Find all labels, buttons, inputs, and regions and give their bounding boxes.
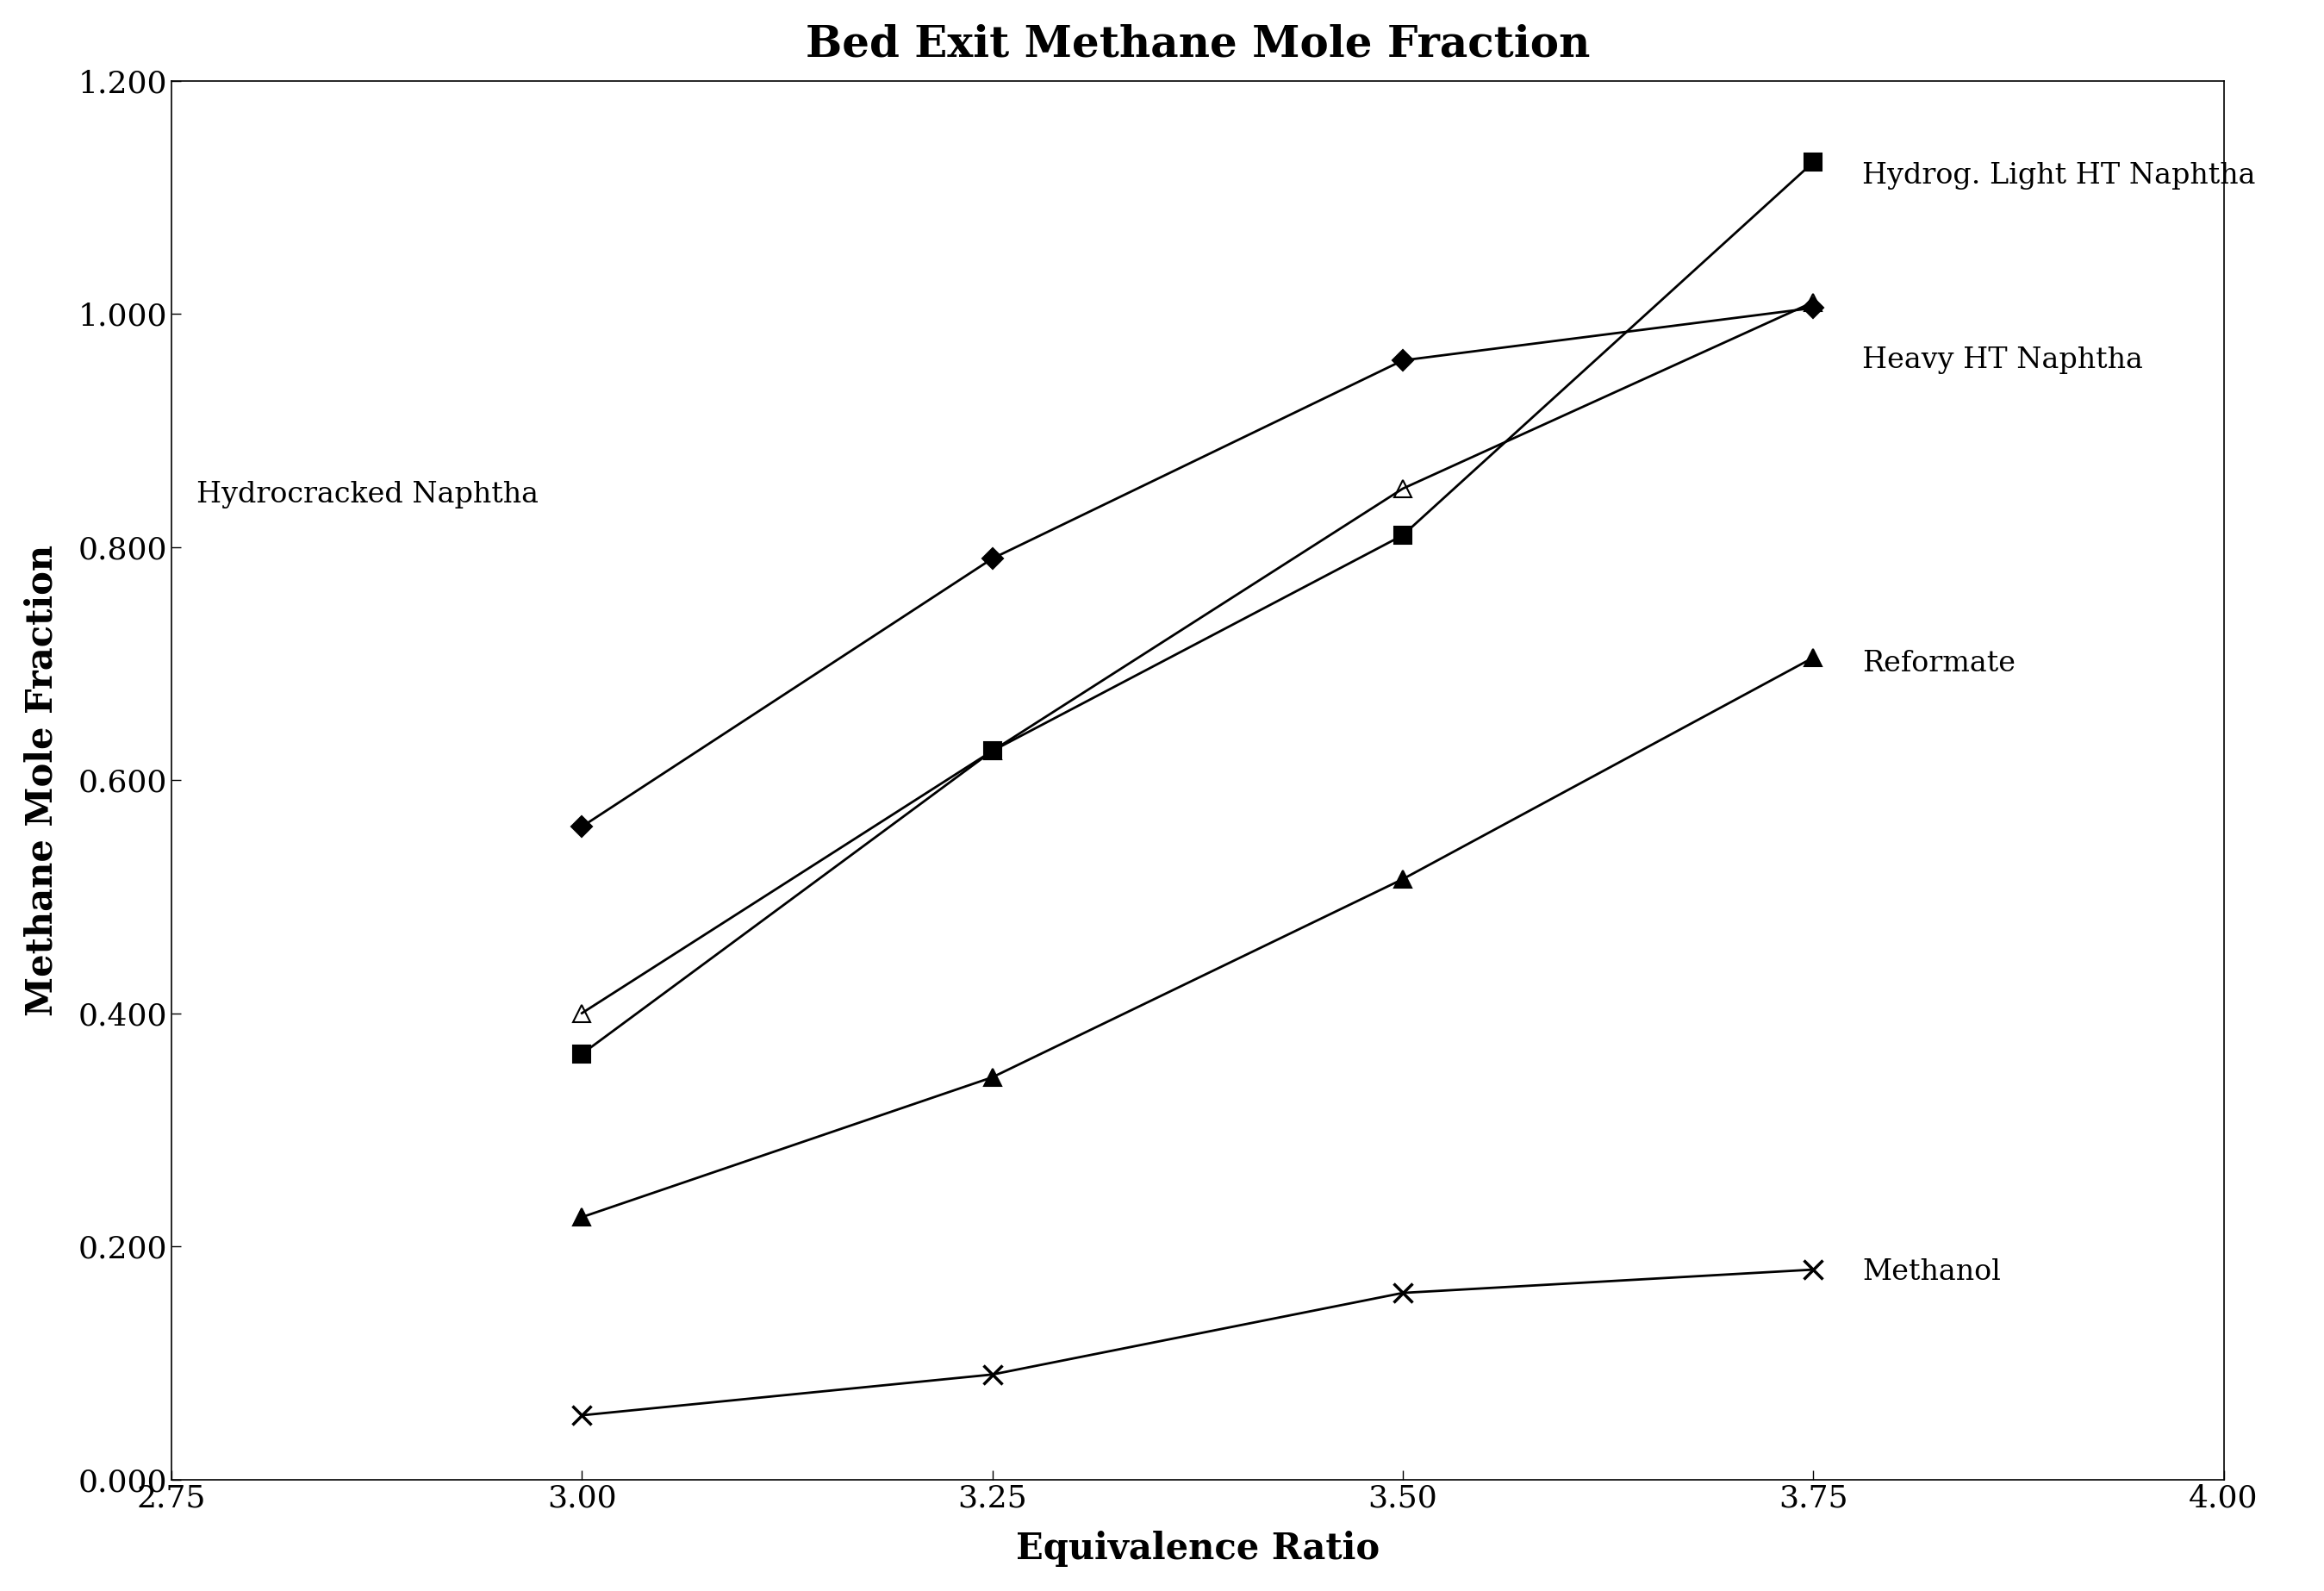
X-axis label: Equivalence Ratio: Equivalence Ratio: [1016, 1531, 1380, 1567]
Text: Hydrog. Light HT Naphtha: Hydrog. Light HT Naphtha: [1862, 162, 2257, 189]
Text: Methanol: Methanol: [1862, 1258, 2001, 1286]
Y-axis label: Methane Mole Fraction: Methane Mole Fraction: [23, 544, 60, 1015]
Title: Bed Exit Methane Mole Fraction: Bed Exit Methane Mole Fraction: [806, 24, 1590, 67]
Text: Reformate: Reformate: [1862, 649, 2015, 678]
Text: Hydrocracked Naphtha: Hydrocracked Naphtha: [195, 480, 539, 508]
Text: Heavy HT Naphtha: Heavy HT Naphtha: [1862, 347, 2143, 374]
